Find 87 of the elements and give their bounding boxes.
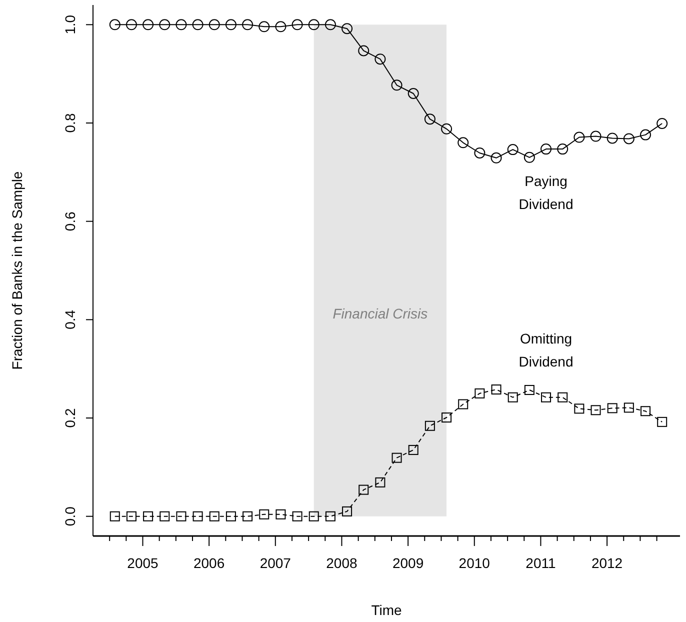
point bbox=[126, 511, 136, 522]
point bbox=[275, 21, 286, 32]
y-tick-label: 0.6 bbox=[62, 211, 78, 232]
point bbox=[606, 132, 618, 144]
x-axis-title: Time bbox=[371, 602, 402, 618]
point bbox=[209, 511, 220, 522]
point bbox=[192, 511, 203, 522]
point bbox=[590, 405, 601, 416]
point bbox=[624, 402, 634, 413]
point bbox=[358, 45, 370, 56]
point bbox=[226, 511, 236, 522]
point bbox=[623, 133, 634, 144]
point bbox=[176, 19, 187, 30]
point bbox=[490, 152, 502, 164]
point bbox=[408, 444, 418, 455]
x-tick-label: 2009 bbox=[392, 555, 424, 571]
y-tick-label: 0.0 bbox=[62, 506, 78, 526]
point bbox=[574, 404, 584, 414]
point bbox=[541, 392, 552, 402]
point bbox=[374, 54, 386, 65]
y-tick-label: 0.2 bbox=[62, 408, 78, 428]
point bbox=[242, 511, 253, 522]
y-tick-label: 1.0 bbox=[62, 14, 78, 34]
point bbox=[325, 511, 336, 522]
point bbox=[424, 114, 436, 125]
point bbox=[458, 137, 469, 148]
y-axis-title: Fraction of Banks in the Sample bbox=[9, 171, 25, 370]
point bbox=[143, 511, 154, 522]
point bbox=[110, 511, 120, 522]
point bbox=[292, 511, 302, 522]
point bbox=[474, 147, 486, 158]
band-label: Financial Crisis bbox=[332, 305, 428, 322]
point bbox=[607, 403, 618, 414]
point bbox=[358, 484, 369, 495]
point bbox=[441, 123, 452, 134]
y-tick-label: 0.4 bbox=[62, 310, 78, 330]
x-tick-label: 2011 bbox=[526, 555, 556, 571]
point bbox=[408, 88, 419, 99]
point bbox=[474, 388, 485, 398]
point bbox=[292, 19, 303, 30]
point bbox=[142, 19, 154, 30]
point bbox=[126, 19, 137, 30]
point bbox=[442, 412, 452, 423]
point bbox=[192, 19, 204, 30]
point bbox=[507, 144, 518, 156]
point bbox=[308, 511, 319, 522]
x-tick-label: 2010 bbox=[458, 555, 490, 571]
point bbox=[208, 19, 220, 30]
point bbox=[540, 144, 552, 155]
point bbox=[176, 511, 186, 522]
point bbox=[324, 19, 336, 30]
point bbox=[225, 19, 236, 30]
point bbox=[508, 392, 518, 402]
point bbox=[242, 19, 254, 30]
point bbox=[524, 384, 534, 395]
point bbox=[574, 132, 585, 143]
point bbox=[342, 23, 353, 34]
x-tick-label: 2012 bbox=[591, 555, 623, 571]
point bbox=[160, 511, 170, 522]
point bbox=[276, 509, 286, 520]
series-label: Omitting Dividend bbox=[518, 330, 574, 370]
point bbox=[458, 399, 468, 410]
point bbox=[375, 477, 386, 488]
point bbox=[258, 21, 270, 32]
point bbox=[558, 392, 568, 402]
point bbox=[590, 130, 602, 142]
point bbox=[656, 118, 668, 129]
series-label: Paying Dividend bbox=[518, 172, 574, 212]
point bbox=[109, 19, 120, 30]
point bbox=[159, 19, 170, 30]
point bbox=[308, 19, 320, 30]
x-tick-label: 2006 bbox=[193, 555, 225, 571]
x-tick-label: 2007 bbox=[260, 555, 292, 571]
point bbox=[342, 506, 352, 516]
y-tick-label: 0.8 bbox=[62, 113, 78, 133]
point bbox=[524, 152, 535, 163]
point bbox=[491, 384, 502, 394]
point bbox=[424, 420, 435, 431]
point bbox=[657, 416, 668, 427]
point bbox=[557, 144, 568, 155]
x-tick-label: 2005 bbox=[127, 555, 159, 571]
x-tick-label: 2008 bbox=[326, 555, 358, 571]
point bbox=[640, 406, 651, 416]
point bbox=[392, 452, 402, 463]
point bbox=[259, 509, 270, 520]
point bbox=[640, 129, 652, 140]
point bbox=[391, 80, 402, 91]
